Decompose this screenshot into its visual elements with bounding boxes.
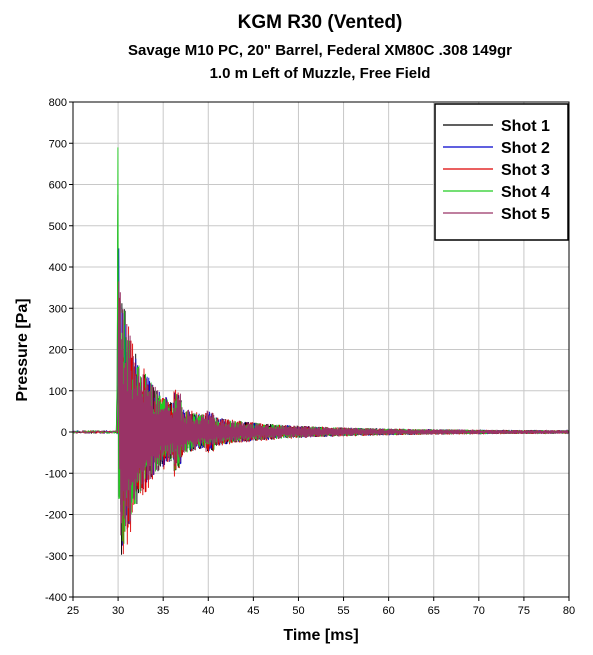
x-tick-label: 45 xyxy=(247,605,259,617)
legend-label-2: Shot 2 xyxy=(501,140,550,157)
x-axis-label: Time [ms] xyxy=(283,627,358,644)
x-tick-label: 60 xyxy=(383,605,395,617)
y-tick-label: 0 xyxy=(61,427,67,439)
y-tick-label: -100 xyxy=(45,468,67,480)
x-tick-label: 65 xyxy=(428,605,440,617)
y-tick-label: 400 xyxy=(49,262,67,274)
y-tick-label: -400 xyxy=(45,592,67,604)
y-tick-label: 800 xyxy=(49,97,67,109)
legend-box xyxy=(434,103,569,241)
y-tick-label: 100 xyxy=(49,386,67,398)
chart-subtitle-line-1: Savage M10 PC, 20" Barrel, Federal XM80C… xyxy=(128,42,512,59)
y-axis-label: Pressure [Pa] xyxy=(14,298,31,401)
legend-label-3: Shot 3 xyxy=(501,162,550,179)
x-tick-label: 75 xyxy=(518,605,530,617)
chart-title: KGM R30 (Vented) xyxy=(238,12,403,33)
x-tick-label: 25 xyxy=(67,605,79,617)
x-tick-label: 55 xyxy=(337,605,349,617)
legend-label-1: Shot 1 xyxy=(501,118,550,135)
series-line-1 xyxy=(73,194,569,555)
legend: Shot 1 Shot 2 Shot 3 Shot 4 Shot 5 xyxy=(434,103,569,241)
x-axis-ticks: 25 30 35 40 45 50 55 60 65 70 75 80 xyxy=(67,597,575,617)
y-tick-label: 600 xyxy=(49,180,67,192)
y-tick-label: -300 xyxy=(45,551,67,563)
y-tick-label: 200 xyxy=(49,345,67,357)
y-axis-ticks: -400 -300 -200 -100 0 100 200 300 400 500 600 700 80… xyxy=(45,97,73,604)
legend-label-5: Shot 5 xyxy=(501,206,550,223)
y-tick-label: 500 xyxy=(49,221,67,233)
x-tick-label: 40 xyxy=(202,605,214,617)
plot-area xyxy=(73,147,569,555)
legend-label-4: Shot 4 xyxy=(501,184,550,201)
x-tick-label: 50 xyxy=(292,605,304,617)
x-tick-label: 35 xyxy=(157,605,169,617)
x-tick-label: 30 xyxy=(112,605,124,617)
y-tick-label: 300 xyxy=(49,303,67,315)
x-tick-label: 70 xyxy=(473,605,485,617)
chart-subtitle-line-2: 1.0 m Left of Muzzle, Free Field xyxy=(210,65,431,82)
series-line-5 xyxy=(73,281,569,536)
x-tick-label: 80 xyxy=(563,605,575,617)
y-tick-label: -200 xyxy=(45,510,67,522)
y-tick-label: 700 xyxy=(49,138,67,150)
